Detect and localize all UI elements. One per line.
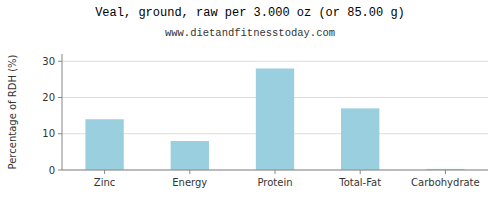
x-tick-label: Zinc — [94, 177, 115, 188]
grid-line — [62, 61, 488, 62]
subtitle: www.dietandfitnesstoday.com — [165, 27, 335, 39]
x-tick-label: Total-Fat — [338, 177, 381, 188]
bar — [256, 69, 294, 171]
bar — [171, 141, 209, 170]
y-tick-label: 20 — [42, 92, 55, 103]
x-tick — [360, 170, 361, 174]
title: Veal, ground, raw per 3.000 oz (or 85.00… — [95, 6, 405, 20]
y-tick-label: 30 — [42, 56, 55, 67]
x-tick — [445, 170, 446, 174]
x-tick — [104, 170, 105, 174]
y-tick — [58, 170, 62, 171]
y-tick-label: 10 — [42, 128, 55, 139]
y-tick — [58, 61, 62, 62]
x-tick-label: Carbohydrate — [411, 177, 480, 188]
chart-svg: Veal, ground, raw per 3.000 oz (or 85.00… — [0, 0, 500, 200]
y-tick — [58, 133, 62, 134]
x-tick-label: Energy — [172, 177, 207, 188]
y-axis-line — [62, 54, 63, 170]
y-tick — [58, 97, 62, 98]
x-tick-label: Protein — [257, 177, 292, 188]
x-tick — [275, 170, 276, 174]
bar — [85, 119, 123, 170]
y-tick-label: 0 — [49, 165, 55, 176]
bar — [341, 108, 379, 170]
x-tick — [189, 170, 190, 174]
bars — [85, 69, 464, 171]
y-axis-label: Percentage of RDH (%) — [7, 54, 18, 169]
x-axis: Zinc Energy Protein Total-Fat Carbohydrate — [94, 170, 480, 188]
y-axis: 0 10 20 30 — [42, 56, 488, 176]
chart-container: Veal, ground, raw per 3.000 oz (or 85.00… — [0, 0, 500, 200]
